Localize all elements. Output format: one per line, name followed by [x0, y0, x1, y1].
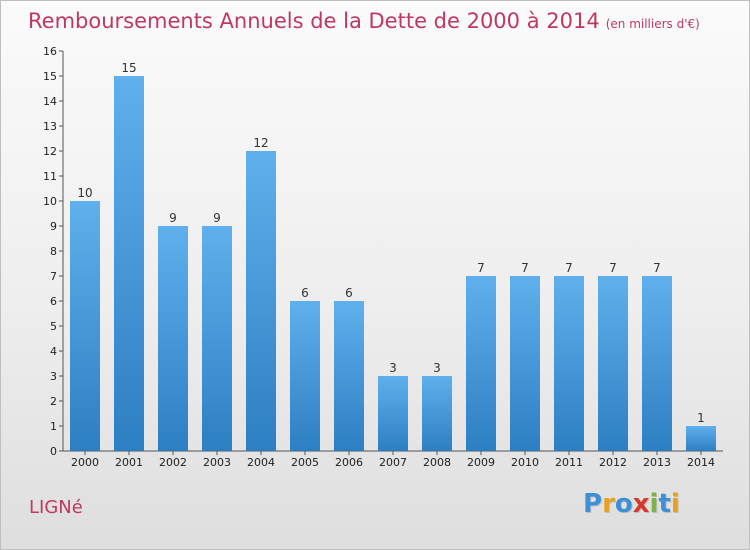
data-label: 12 [253, 136, 268, 150]
x-tick-label: 2011 [555, 456, 583, 469]
y-tick-label: 7 [50, 270, 57, 283]
y-tick-label: 13 [43, 120, 57, 133]
proxiti-logo[interactable]: Proxiti [583, 489, 680, 519]
y-tick-label: 3 [50, 370, 57, 383]
bar [246, 151, 276, 451]
x-tick-label: 2013 [643, 456, 671, 469]
bar [290, 301, 320, 451]
y-tick-label: 12 [43, 145, 57, 158]
data-label: 7 [565, 261, 573, 275]
data-label: 7 [521, 261, 529, 275]
bar [70, 201, 100, 451]
x-tick-label: 2001 [115, 456, 143, 469]
bar [334, 301, 364, 451]
bar [554, 276, 584, 451]
data-label: 3 [433, 361, 441, 375]
bar [598, 276, 628, 451]
data-label: 6 [301, 286, 309, 300]
y-tick-label: 5 [50, 320, 57, 333]
chart-title: Remboursements Annuels de la Dette de 20… [28, 9, 700, 33]
y-tick-label: 2 [50, 395, 57, 408]
y-tick-label: 11 [43, 170, 57, 183]
data-label: 9 [169, 211, 177, 225]
bar [158, 226, 188, 451]
bar [642, 276, 672, 451]
data-label: 10 [77, 186, 92, 200]
data-label: 15 [121, 61, 136, 75]
bar [378, 376, 408, 451]
x-tick-label: 2014 [687, 456, 715, 469]
x-tick-label: 2006 [335, 456, 363, 469]
y-tick-label: 4 [50, 345, 57, 358]
logo-letter: i [649, 489, 659, 519]
y-tick-label: 0 [50, 445, 57, 458]
x-tick-label: 2008 [423, 456, 451, 469]
y-tick-label: 1 [50, 420, 57, 433]
data-label: 7 [609, 261, 617, 275]
x-tick-label: 2009 [467, 456, 495, 469]
x-tick-label: 2007 [379, 456, 407, 469]
x-tick-label: 2002 [159, 456, 187, 469]
y-tick-label: 10 [43, 195, 57, 208]
chart-title-unit: (en milliers d'€) [605, 17, 700, 31]
logo-letter: r [602, 489, 615, 519]
bar [466, 276, 496, 451]
x-tick-label: 2000 [71, 456, 99, 469]
data-label: 7 [653, 261, 661, 275]
chart-title-text: Remboursements Annuels de la Dette de 20… [28, 9, 600, 33]
bar [686, 426, 716, 451]
data-label: 1 [697, 411, 705, 425]
y-tick-label: 6 [50, 295, 57, 308]
x-tick-label: 2003 [203, 456, 231, 469]
data-label: 3 [389, 361, 397, 375]
logo-letter: P [583, 489, 603, 519]
x-tick-label: 2010 [511, 456, 539, 469]
x-tick-label: 2004 [247, 456, 275, 469]
bar [510, 276, 540, 451]
logo-letter: o [614, 489, 633, 519]
x-tick-label: 2012 [599, 456, 627, 469]
data-label: 7 [477, 261, 485, 275]
y-tick-label: 15 [43, 70, 57, 83]
y-tick-label: 9 [50, 220, 57, 233]
logo-letter: i [670, 489, 680, 519]
y-tick-label: 14 [43, 95, 57, 108]
bar [422, 376, 452, 451]
logo-letter: t [658, 489, 671, 519]
data-label: 6 [345, 286, 353, 300]
y-tick-label: 8 [50, 245, 57, 258]
bar [202, 226, 232, 451]
data-label: 9 [213, 211, 221, 225]
place-name: LIGNé [29, 497, 83, 518]
logo-letter: x [632, 489, 650, 519]
x-tick-label: 2005 [291, 456, 319, 469]
bar [114, 76, 144, 451]
y-tick-label: 16 [43, 45, 57, 58]
